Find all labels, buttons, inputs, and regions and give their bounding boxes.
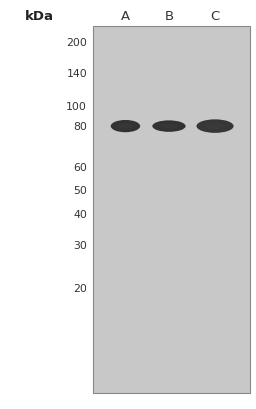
Ellipse shape [117,124,134,130]
Text: 100: 100 [66,101,87,111]
Ellipse shape [111,121,140,133]
Ellipse shape [205,124,225,130]
Text: 80: 80 [73,122,87,132]
Text: 200: 200 [66,38,87,48]
Text: 50: 50 [73,185,87,195]
Ellipse shape [197,120,233,133]
Text: 140: 140 [66,69,87,79]
Ellipse shape [152,121,186,133]
Text: kDa: kDa [25,10,54,23]
Text: 60: 60 [73,163,87,173]
Text: C: C [210,10,220,23]
Text: 20: 20 [73,283,87,293]
Text: 30: 30 [73,240,87,250]
Text: 40: 40 [73,210,87,220]
Text: A: A [121,10,130,23]
Ellipse shape [160,124,178,129]
Text: B: B [164,10,174,23]
FancyBboxPatch shape [93,27,250,393]
